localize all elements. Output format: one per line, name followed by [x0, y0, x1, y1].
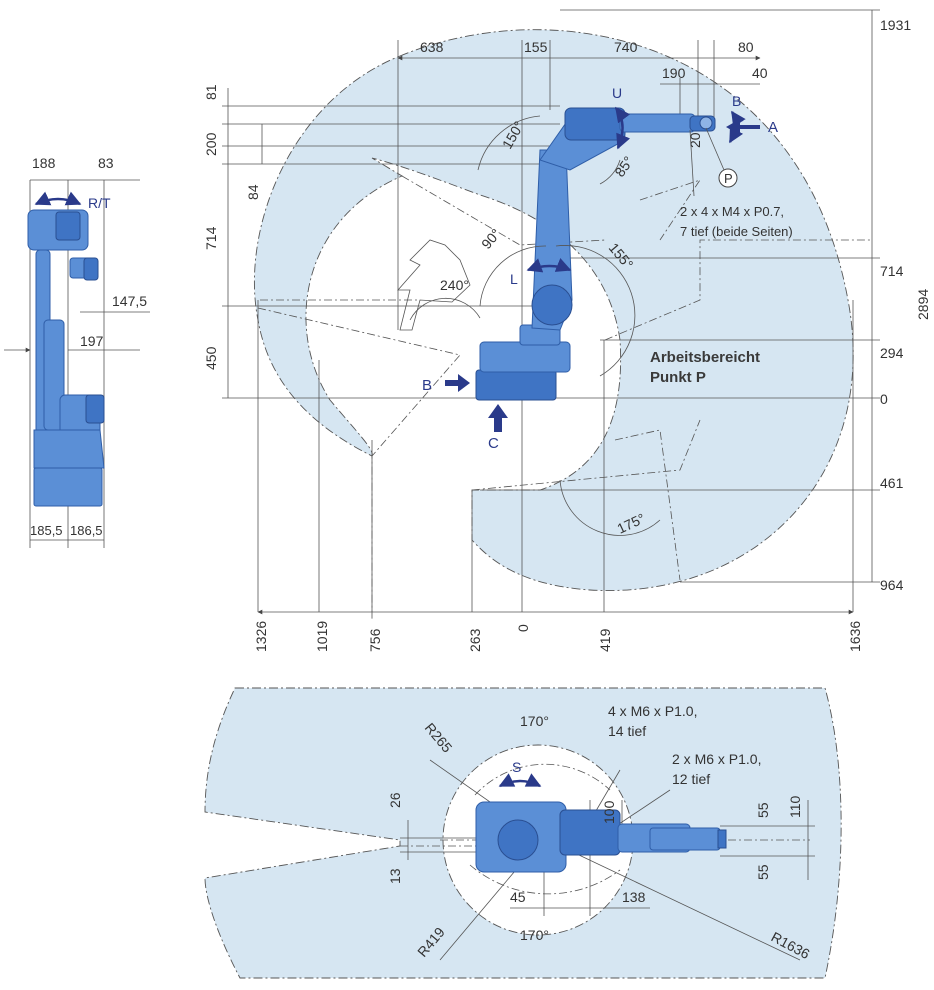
thread-note-line2: 7 tief (beide Seiten) [680, 224, 793, 239]
dim-bottom-6: 419 [597, 628, 613, 652]
dim-top-1: 638 [420, 39, 444, 55]
top-note2-line2: 12 tief [672, 771, 710, 787]
dim-left-2: 200 [203, 132, 219, 156]
side-dim-185-5: 185,5 [30, 523, 63, 538]
top-dim-55-lower: 55 [755, 864, 771, 880]
angle-90: 90° [478, 225, 504, 252]
side-axis-rt: R/T [88, 195, 111, 211]
dim-top-5: 190 [662, 65, 686, 81]
dim-right-4: 0 [880, 391, 888, 407]
dim-left-4: 714 [203, 226, 219, 250]
dim-left-5: 450 [203, 346, 219, 370]
dim-right-6: 964 [880, 577, 904, 593]
axis-b-label: B [732, 93, 741, 109]
side-dim-188: 188 [32, 155, 56, 171]
axis-l-arrow [526, 258, 572, 273]
side-dim-197: 197 [80, 333, 104, 349]
top-view-work-envelope [204, 687, 842, 979]
arrow-c [488, 404, 508, 432]
dim-bottom-2: 1019 [314, 621, 330, 652]
point-p-circle [718, 168, 738, 188]
arrow-a-label: A [768, 119, 778, 136]
arc-150 [477, 115, 541, 171]
arc-90 [479, 245, 547, 307]
arc-155 [555, 245, 636, 377]
side-dim-83: 83 [98, 155, 114, 171]
arc-175 [559, 479, 661, 536]
dim-top-6: 40 [752, 65, 768, 81]
top-axis-s: S [512, 759, 521, 775]
dim-right-3: 294 [880, 345, 904, 361]
top-note2-line1: 2 x M6 x P1.0, [672, 751, 761, 767]
top-dim-26: 26 [387, 792, 403, 808]
top-note1-line2: 14 tief [608, 723, 646, 739]
dim-bottom-3: 756 [367, 628, 383, 652]
top-dim-110: 110 [787, 795, 803, 818]
axis-u-arrow [614, 106, 631, 150]
top-dim-138: 138 [622, 889, 646, 905]
point-p-label: P [724, 171, 733, 186]
top-angle-lower: 170° [520, 927, 549, 943]
work-area-title-line1: Arbeitsbereicht [650, 349, 760, 366]
dim-bottom-7: 1636 [847, 621, 863, 652]
top-dim-100: 100 [601, 800, 617, 824]
side-dim-186-5: 186,5 [70, 523, 103, 538]
dim-bottom-4: 263 [467, 628, 483, 652]
top-note1-line1: 4 x M6 x P1.0, [608, 703, 697, 719]
angle-240: 240° [440, 277, 469, 293]
arc-240 [409, 297, 481, 321]
arrow-b [445, 374, 470, 392]
arc-85 [599, 159, 621, 185]
dim-bottom-5: 0 [515, 624, 531, 632]
top-dim-55-upper: 55 [755, 802, 771, 818]
side-view-robot [4, 179, 150, 548]
top-dim-13: 13 [387, 868, 403, 884]
top-dim-45: 45 [510, 889, 526, 905]
top-angle-upper: 170° [520, 713, 549, 729]
dim-top-3: 740 [614, 39, 638, 55]
robot-side-drawing [475, 107, 716, 401]
dim-20: 20 [687, 132, 703, 148]
dim-total-height: 2894 [915, 289, 931, 320]
side-dim-147-5: 147,5 [112, 293, 147, 309]
robot-alt-pose-outline [397, 239, 471, 331]
arrow-b-label: B [422, 377, 432, 394]
dim-top-2: 155 [524, 39, 548, 55]
thread-note-line1: 2 x 4 x M4 x P0.7, [680, 204, 784, 219]
dim-right-2: 714 [880, 263, 904, 279]
work-area-title-line2: Punkt P [650, 369, 706, 386]
axis-l-label: L [510, 271, 518, 287]
dim-left-1: 81 [203, 84, 219, 100]
dim-left-3: 84 [245, 184, 261, 200]
dim-right-1: 1931 [880, 17, 911, 33]
axis-u-label: U [612, 85, 622, 101]
dim-top-4: 80 [738, 39, 754, 55]
dim-bottom-1: 1326 [253, 621, 269, 652]
arrow-c-label: C [488, 435, 499, 452]
arrow-a [726, 119, 760, 135]
dim-right-5: 461 [880, 475, 904, 491]
